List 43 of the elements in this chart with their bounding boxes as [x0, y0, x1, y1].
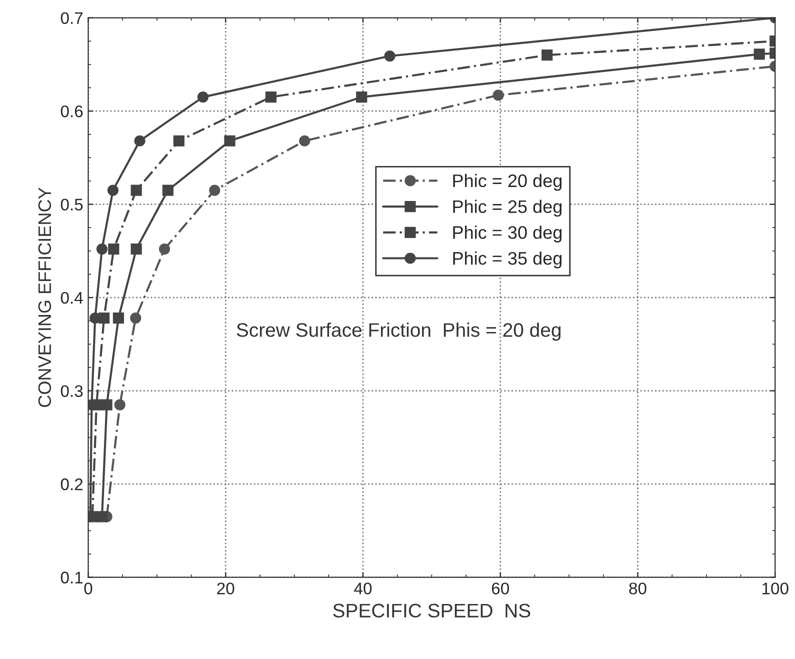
point: [224, 135, 236, 146]
point: [114, 399, 126, 410]
point: [299, 135, 310, 146]
point: [209, 184, 220, 196]
x-tick-label: 40: [354, 582, 372, 594]
point: [101, 399, 112, 410]
y-tick-label: 0.5: [60, 198, 83, 210]
point: [158, 243, 170, 255]
point: [265, 92, 277, 103]
annotation: Screw Surface Friction Phis = 20 deg: [236, 322, 561, 341]
x-tick-label: 100: [762, 582, 788, 594]
y-tick-label: 0.1: [60, 572, 83, 584]
y-tick-label: 0.7: [60, 12, 83, 24]
y-tick-label: 0.2: [60, 478, 83, 490]
y-tick-label: 0.4: [60, 292, 83, 304]
point: [112, 312, 124, 324]
legend-label: Phic = 30 deg: [453, 226, 562, 242]
point: [130, 312, 142, 324]
y-tick-label: 0.3: [60, 385, 83, 397]
x-tick-label: 80: [629, 582, 646, 594]
point: [107, 184, 119, 196]
y-axis-title: CONVEYING EFFICIENCY: [38, 188, 52, 407]
legend-label: Phic = 20 deg: [453, 174, 562, 191]
point: [492, 90, 504, 101]
legend-label: Phic = 35 deg: [453, 251, 562, 268]
point: [130, 184, 142, 196]
point: [108, 243, 120, 255]
point: [130, 243, 142, 255]
point: [197, 92, 209, 103]
x-tick-label: 20: [217, 582, 234, 594]
point: [754, 48, 765, 60]
x-tick-label: 60: [492, 582, 509, 594]
point: [162, 184, 174, 196]
y-tick-label: 0.6: [60, 105, 83, 118]
point: [173, 135, 184, 146]
x-axis-title: SPECIFIC SPEED NS: [333, 604, 530, 618]
point: [96, 243, 108, 255]
point: [134, 135, 146, 146]
x-tick-label: 0: [84, 582, 92, 594]
point: [384, 50, 396, 62]
point: [356, 92, 368, 103]
point: [542, 50, 553, 61]
legend-label: Phic = 25 deg: [453, 200, 562, 217]
